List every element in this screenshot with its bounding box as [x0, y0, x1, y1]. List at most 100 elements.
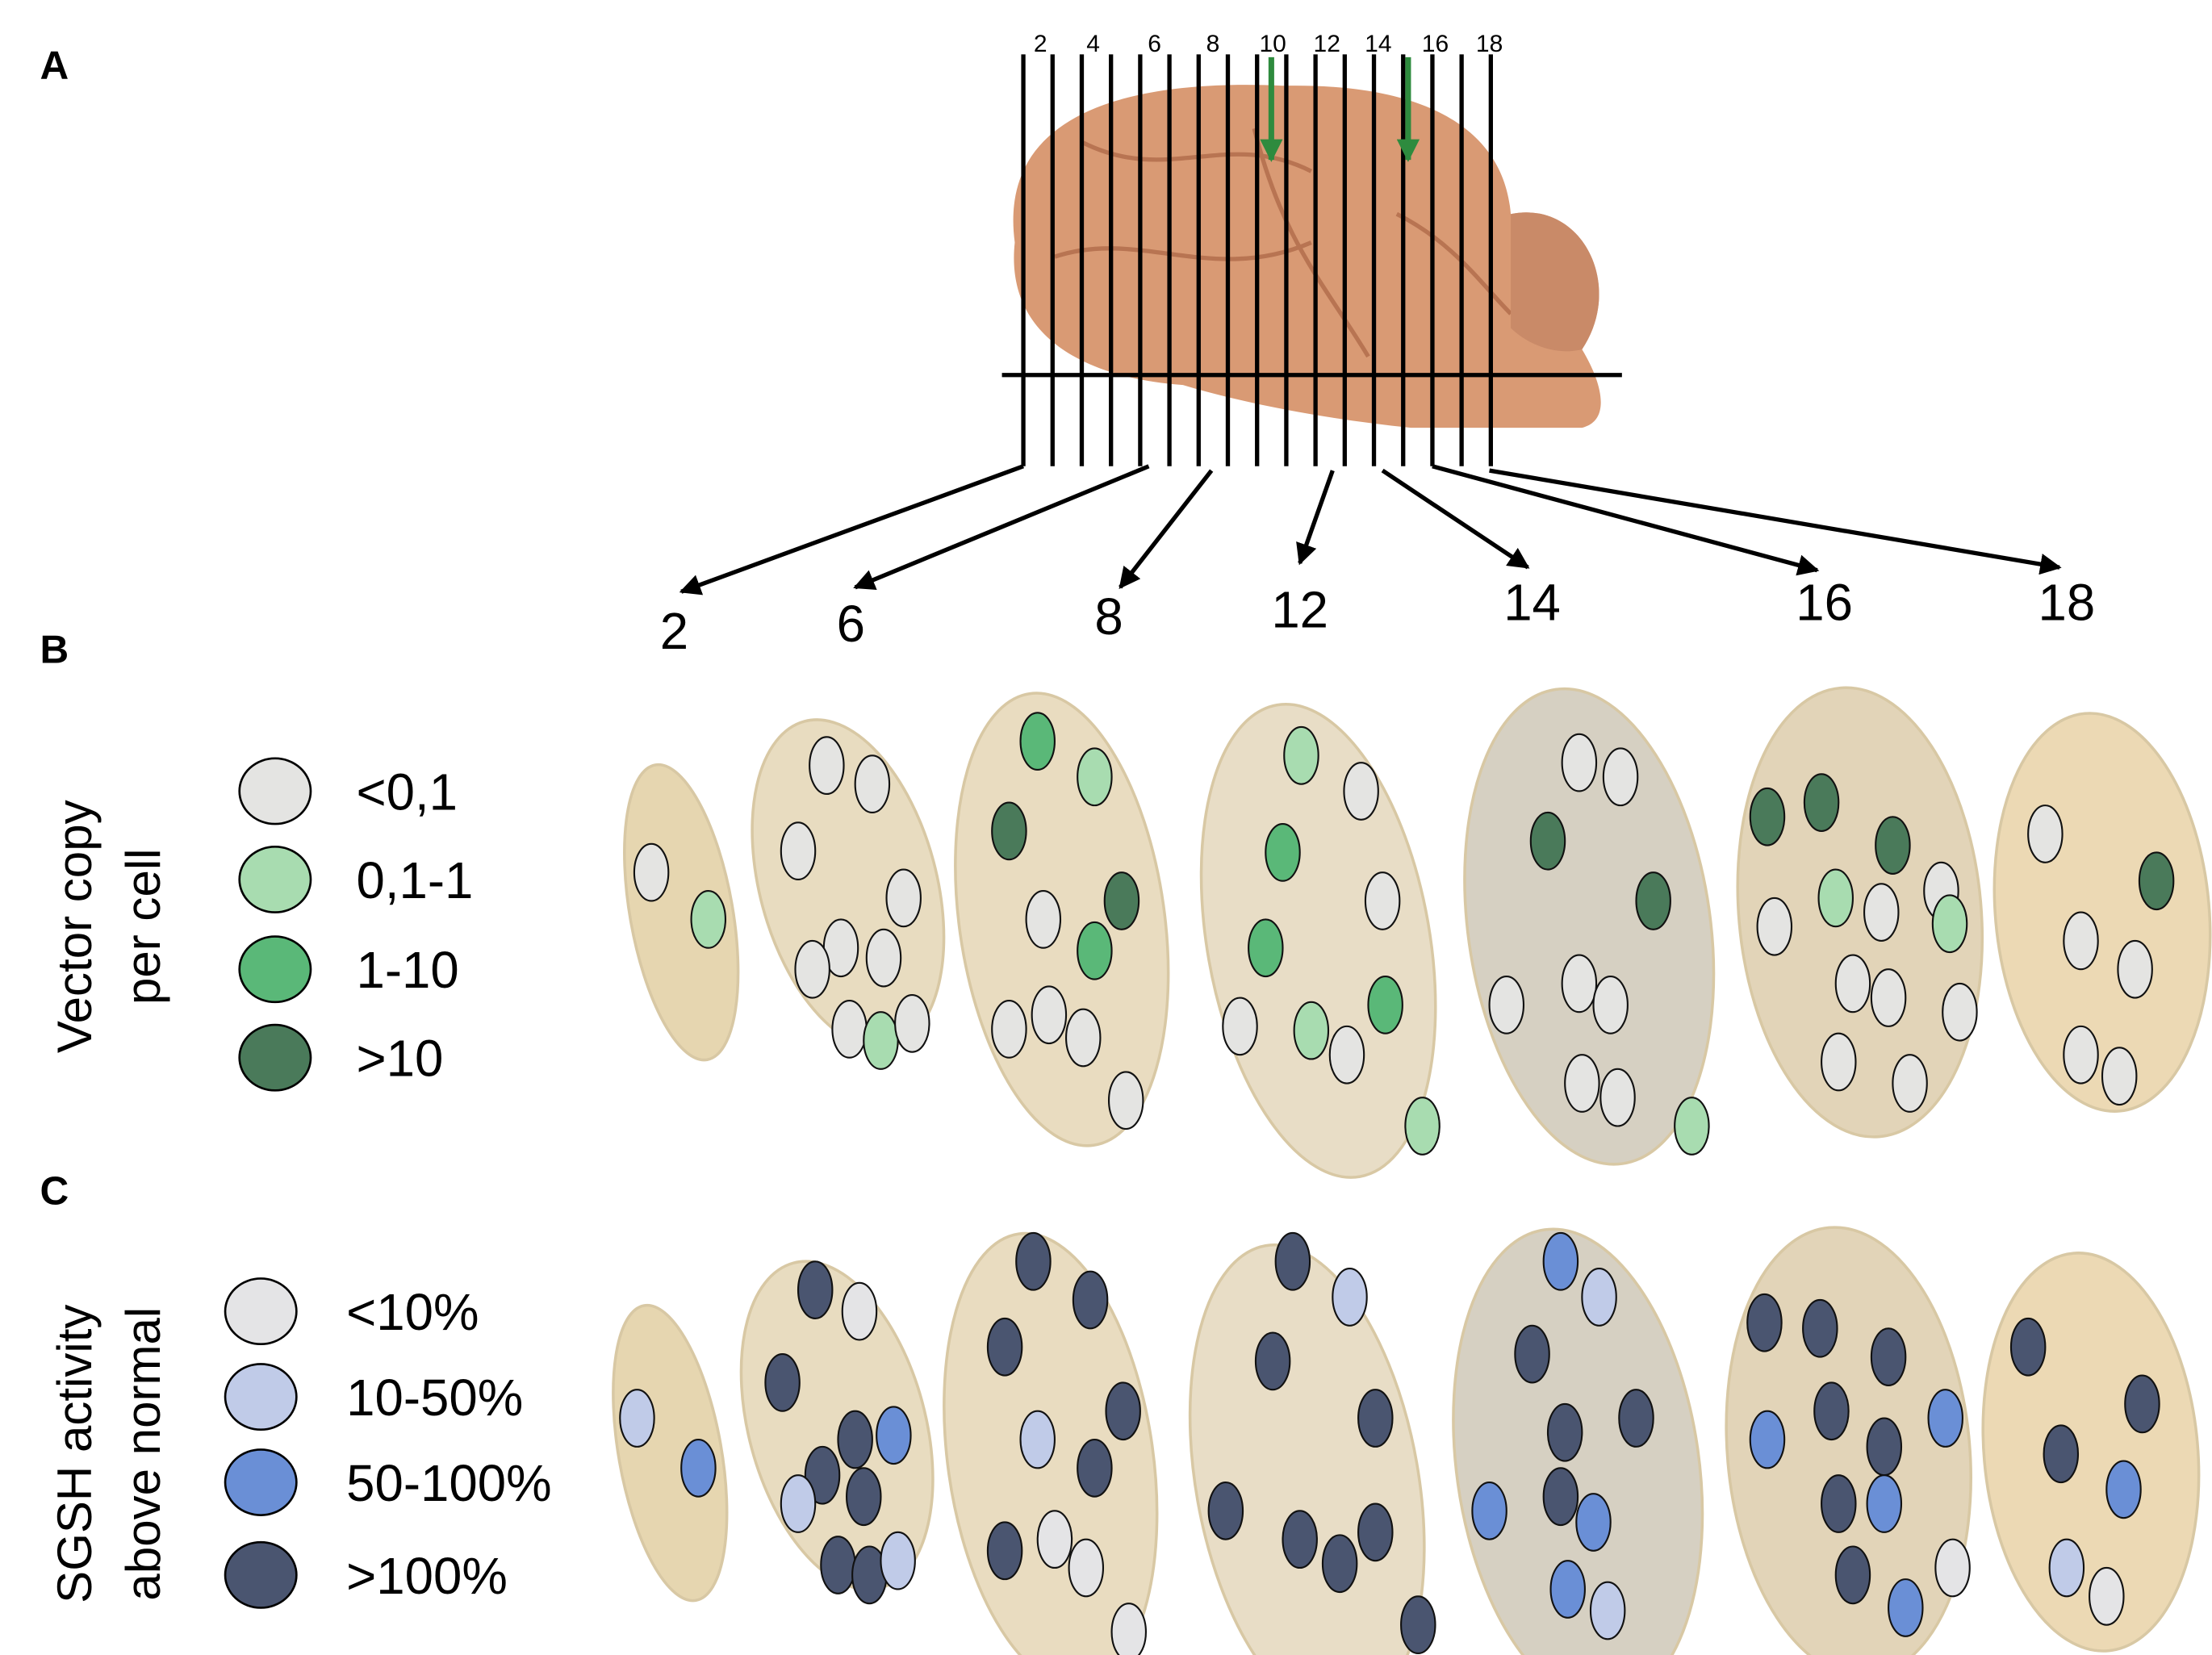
sample-spot [1106, 1382, 1140, 1440]
sample-spot [634, 844, 668, 901]
sample-spot [1551, 1561, 1585, 1618]
sample-spot [795, 941, 829, 998]
legend-title: SGSH activity [48, 1305, 102, 1603]
sample-spot [1544, 1468, 1578, 1525]
sample-spot [847, 1468, 880, 1525]
sample-spot [2106, 1461, 2140, 1519]
sample-spot [821, 1536, 855, 1594]
legend-label: 10-50% [346, 1369, 523, 1427]
sample-spot [2064, 1026, 2097, 1084]
sample-spot [1867, 1475, 1901, 1532]
sample-spot [838, 1411, 872, 1469]
sample-spot [1594, 976, 1628, 1034]
page: Figure {"panels": {"a": "A", "b": "B", "… [0, 0, 2212, 1655]
sample-spot [2118, 941, 2151, 998]
sample-spot [2044, 1425, 2078, 1482]
section-label: 8 [1094, 588, 1123, 646]
sample-spot [1223, 998, 1257, 1055]
sample-spot [1021, 1411, 1055, 1469]
sample-spot [1016, 1233, 1050, 1290]
sample-spot [855, 755, 889, 813]
sample-spot [1401, 1596, 1435, 1653]
legend-swatch [225, 1542, 296, 1607]
sample-spot [765, 1354, 799, 1411]
brain-slice [604, 756, 758, 1068]
sample-spot [781, 822, 815, 880]
figure: A B C 24681012141618 26812141618 Vector … [0, 0, 2212, 1655]
section-number: 2 [1034, 31, 1047, 57]
sample-spot [1604, 748, 1637, 805]
section-label: 12 [1271, 581, 1328, 638]
sample-spot [1282, 1511, 1316, 1568]
section-number: 14 [1365, 31, 1391, 57]
sample-spot [1821, 1034, 1855, 1091]
legend-swatch [240, 937, 311, 1002]
legend-swatch [240, 1025, 311, 1090]
sample-spot [1747, 1294, 1781, 1352]
sample-spot [1515, 1326, 1549, 1383]
section-label: 2 [660, 603, 688, 660]
legend-label: <10% [346, 1284, 479, 1341]
sample-spot [1358, 1390, 1392, 1447]
arrow [681, 466, 1023, 591]
sample-spot [1109, 1072, 1143, 1129]
section-number: 8 [1206, 31, 1220, 57]
sample-spot [620, 1390, 654, 1447]
legend-label: 0,1-1 [357, 852, 474, 909]
sample-spot [1323, 1535, 1357, 1592]
sample-spot [1935, 1540, 1969, 1597]
section-number: 12 [1314, 31, 1340, 57]
sample-spot [1358, 1504, 1392, 1561]
sample-spot [1819, 870, 1853, 927]
arrow [1490, 470, 2059, 567]
sample-spot [1073, 1272, 1107, 1329]
sample-spot [876, 1406, 910, 1464]
legend-title: Vector copy [48, 800, 102, 1053]
sample-spot [1582, 1268, 1616, 1326]
brain-slice [593, 1297, 746, 1609]
sample-spot [1804, 774, 1838, 831]
sample-spot [681, 1440, 715, 1497]
sample-spot [1942, 984, 1976, 1041]
sample-spot [1803, 1300, 1837, 1357]
sample-spot [992, 1001, 1026, 1058]
legend-swatch [240, 759, 311, 824]
sample-spot [843, 1283, 876, 1340]
sample-spot [1600, 1069, 1634, 1126]
sample-spot [2064, 913, 2097, 970]
sample-spot [2028, 805, 2062, 863]
sample-spot [1038, 1511, 1072, 1568]
sample-spot [2139, 852, 2173, 909]
brain-slice [1156, 1227, 1458, 1655]
sample-spot [1077, 922, 1111, 980]
arrow [1300, 470, 1333, 563]
sample-spot [1875, 817, 1909, 874]
sample-spot [1472, 1482, 1506, 1540]
legend-label: 1-10 [357, 942, 459, 999]
section-label: 6 [837, 596, 865, 653]
sample-spot [1758, 898, 1792, 955]
sample-spot [1405, 1097, 1439, 1155]
sample-spot [798, 1261, 832, 1319]
sample-spot [1066, 1009, 1100, 1067]
arrow [855, 466, 1149, 587]
sample-spot [1332, 1268, 1366, 1326]
sample-spot [1105, 872, 1139, 930]
sample-spot [1750, 1411, 1784, 1469]
sample-spot [1548, 1404, 1582, 1461]
section-number: 4 [1086, 31, 1100, 57]
sample-spot [2050, 1540, 2084, 1597]
legend-label: >10 [357, 1030, 444, 1088]
legend-label: <0,1 [357, 763, 458, 821]
arrow [1120, 470, 1211, 587]
sample-spot [809, 737, 843, 794]
sample-spot [1929, 1390, 1963, 1447]
sample-spot [2125, 1376, 2159, 1433]
sample-spot [1814, 1382, 1848, 1440]
sample-spot [988, 1522, 1022, 1579]
legend-swatch [225, 1278, 296, 1344]
sample-spot [692, 891, 725, 948]
sample-spot [988, 1319, 1022, 1376]
sample-spot [781, 1475, 815, 1532]
sample-spot [1864, 884, 1898, 941]
